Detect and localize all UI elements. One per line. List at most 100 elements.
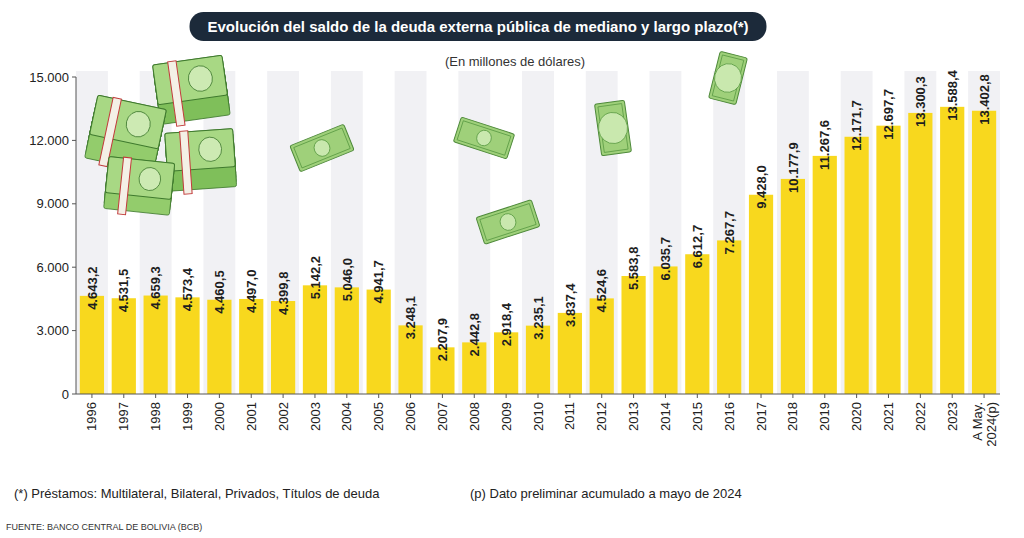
bill-seal bbox=[596, 111, 629, 146]
stack-seal bbox=[138, 166, 162, 191]
x-tick bbox=[984, 394, 985, 398]
data-label: 11.267,6 bbox=[817, 120, 832, 170]
y-tick-label: 12.000 bbox=[29, 133, 69, 148]
data-label: 13.402,8 bbox=[977, 74, 992, 125]
x-tick bbox=[314, 394, 315, 398]
bar bbox=[781, 179, 805, 394]
data-label: 3.248,1 bbox=[403, 296, 418, 339]
x-tick bbox=[665, 394, 666, 398]
stack-top bbox=[153, 55, 228, 104]
x-tick-label: 2022 bbox=[913, 402, 928, 431]
y-tick bbox=[72, 394, 76, 395]
bar bbox=[749, 195, 773, 394]
y-tick-label: 9.000 bbox=[36, 196, 69, 211]
bill-body bbox=[453, 117, 514, 159]
x-tick bbox=[601, 394, 602, 398]
stack bbox=[165, 128, 237, 196]
bar bbox=[653, 266, 677, 394]
x-tick bbox=[123, 394, 124, 398]
x-tick-label: 2017 bbox=[754, 402, 769, 431]
x-tick-label: 2013 bbox=[626, 402, 641, 431]
x-tick bbox=[569, 394, 570, 398]
data-label: 5.142,2 bbox=[308, 256, 323, 299]
x-tick bbox=[346, 394, 347, 398]
y-tick-label: 15.000 bbox=[29, 70, 69, 85]
stack-top bbox=[105, 157, 174, 200]
bill bbox=[453, 117, 514, 159]
data-label: 4.399,8 bbox=[276, 272, 291, 315]
bar bbox=[621, 276, 645, 394]
y-tick bbox=[72, 140, 76, 141]
stack-top bbox=[90, 95, 167, 149]
data-label: 13.300,3 bbox=[913, 76, 928, 127]
data-label: 3.837,4 bbox=[563, 283, 578, 327]
data-label: 4.659,3 bbox=[148, 266, 163, 309]
data-label: 2.207,9 bbox=[435, 318, 450, 361]
data-label: 3.235,1 bbox=[531, 296, 546, 339]
stripe bbox=[841, 71, 873, 394]
bar bbox=[908, 113, 932, 394]
x-tick-label: 2010 bbox=[531, 402, 546, 431]
x-tick bbox=[219, 394, 220, 398]
stack-seal bbox=[187, 64, 214, 93]
bill-border bbox=[712, 55, 744, 101]
y-tick-label: 3.000 bbox=[36, 323, 69, 338]
stack-layer bbox=[105, 157, 174, 200]
x-tick-label: 2012 bbox=[594, 402, 609, 431]
bill-seal bbox=[312, 137, 333, 158]
x-tick bbox=[251, 394, 252, 398]
data-label: 4.460,5 bbox=[212, 270, 227, 313]
x-tick-label: 2009 bbox=[499, 402, 514, 431]
data-label: 12.697,7 bbox=[881, 89, 896, 140]
y-tick bbox=[72, 203, 76, 204]
x-tick-label-line: 2024(p) bbox=[984, 402, 999, 447]
data-label: 4.497,0 bbox=[244, 270, 259, 313]
x-tick-label: 2001 bbox=[244, 402, 259, 431]
stripe bbox=[203, 71, 235, 394]
x-tick-label: 2023 bbox=[945, 402, 960, 431]
bill-body bbox=[290, 124, 354, 172]
x-tick bbox=[506, 394, 507, 398]
bar bbox=[367, 290, 391, 394]
money-decoration bbox=[84, 51, 748, 244]
x-tick-label: 2018 bbox=[785, 402, 800, 431]
x-tick-label: 1998 bbox=[148, 402, 163, 431]
stripe bbox=[968, 71, 1000, 394]
data-label: 6.035,7 bbox=[658, 237, 673, 280]
stripe bbox=[713, 71, 745, 394]
subtitle: (En millones de dólares) bbox=[445, 54, 585, 69]
x-tick bbox=[378, 394, 379, 398]
stripe bbox=[904, 71, 936, 394]
x-tick-label: 2002 bbox=[276, 402, 291, 431]
data-labels: 4.643,24.531,54.659,34.573,44.460,54.497… bbox=[85, 69, 992, 361]
x-tick-label: 2016 bbox=[722, 402, 737, 431]
x-tick-label: 2014 bbox=[658, 402, 673, 431]
title-group: Evolución del saldo de la deuda externa … bbox=[190, 12, 767, 41]
bar bbox=[335, 287, 359, 394]
stripe bbox=[331, 71, 363, 394]
data-label: 13.588,4 bbox=[945, 69, 960, 120]
stack-band bbox=[118, 157, 132, 215]
bar bbox=[685, 254, 709, 394]
data-label: 10.177,9 bbox=[786, 142, 801, 193]
stripe bbox=[777, 71, 809, 394]
bill bbox=[709, 51, 748, 104]
x-tick-label: 2007 bbox=[435, 402, 450, 431]
data-label: 6.612,7 bbox=[690, 225, 705, 268]
y-tick bbox=[72, 330, 76, 331]
data-label: 4.643,2 bbox=[85, 266, 100, 309]
x-tick bbox=[91, 394, 92, 398]
x-tick bbox=[952, 394, 953, 398]
x-tick bbox=[155, 394, 156, 398]
stack bbox=[103, 156, 175, 220]
bill-body bbox=[595, 100, 632, 156]
bill-border bbox=[294, 128, 350, 168]
x-tick bbox=[729, 394, 730, 398]
bar bbox=[972, 111, 996, 394]
bar bbox=[876, 126, 900, 394]
bar bbox=[940, 107, 964, 394]
x-tick-label: 2003 bbox=[308, 402, 323, 431]
bar bbox=[303, 285, 327, 394]
stack-band bbox=[99, 97, 122, 166]
stripe bbox=[395, 71, 427, 394]
